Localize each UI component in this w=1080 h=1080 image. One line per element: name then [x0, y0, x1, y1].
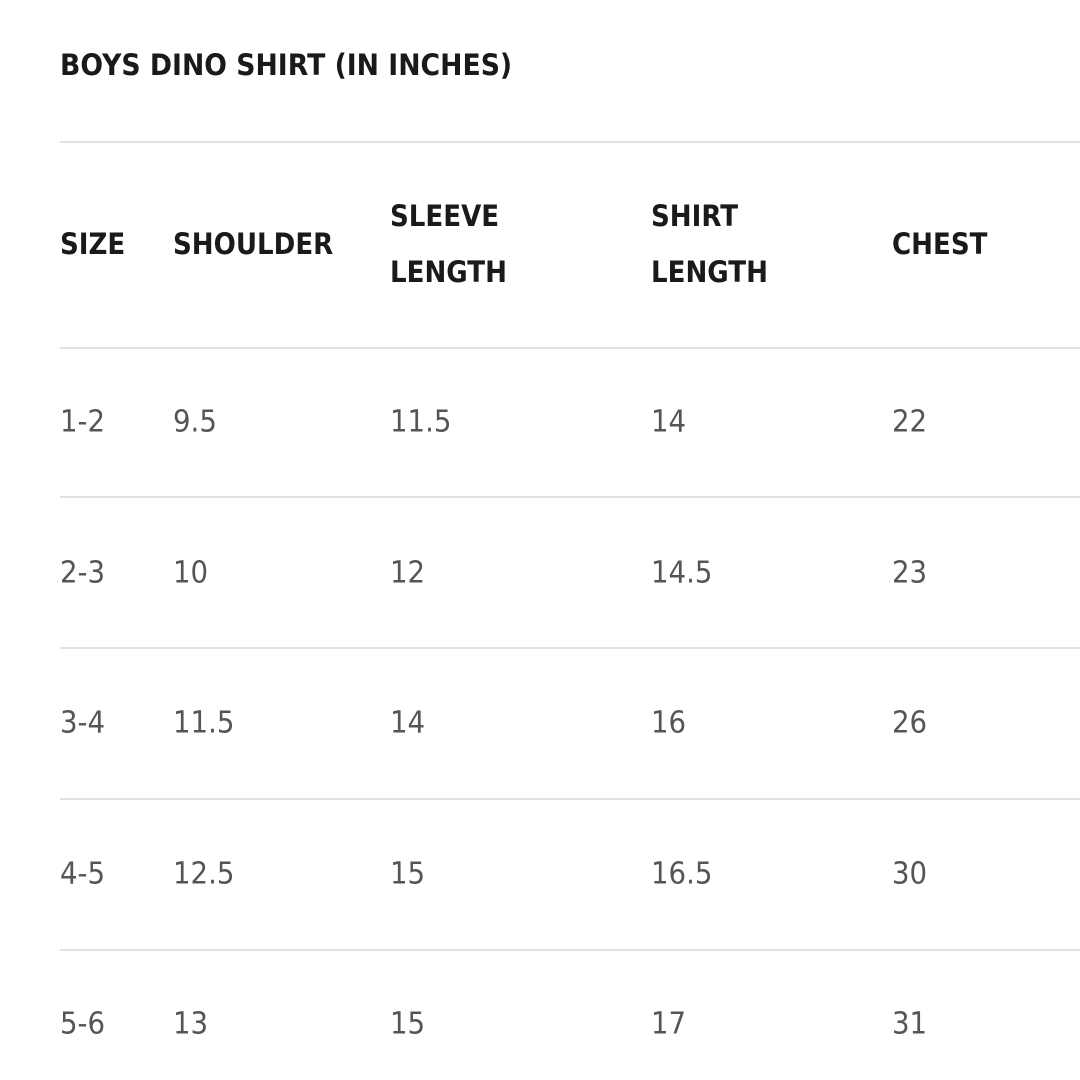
table-cell: 2-3: [60, 555, 106, 591]
row-divider: [60, 647, 1080, 649]
table-cell: 31: [892, 1006, 928, 1042]
column-header: SHOULDER: [173, 216, 333, 272]
row-divider: [60, 347, 1080, 349]
table-cell: 23: [892, 555, 928, 591]
table-cell: 26: [892, 705, 928, 741]
row-divider: [60, 949, 1080, 951]
column-header-line: LENGTH: [651, 255, 768, 289]
column-header-line: SLEEVE: [390, 199, 500, 233]
table-cell: 4-5: [60, 856, 106, 892]
table-cell: 11.5: [390, 404, 452, 440]
table-cell: 12: [390, 555, 426, 591]
table-cell: 10: [173, 555, 209, 591]
table-cell: 9.5: [173, 404, 217, 440]
page-title: BOYS DINO SHIRT (IN INCHES): [60, 48, 513, 82]
table-cell: 15: [390, 1006, 426, 1042]
table-cell: 12.5: [173, 856, 235, 892]
table-cell: 30: [892, 856, 928, 892]
column-header: SHIRT LENGTH: [651, 188, 768, 300]
table-cell: 16: [651, 705, 687, 741]
table-cell: 22: [892, 404, 928, 440]
table-cell: 15: [390, 856, 426, 892]
column-header-line: SHOULDER: [173, 227, 334, 261]
row-divider: [60, 798, 1080, 800]
table-cell: 17: [651, 1006, 687, 1042]
column-header-line: SIZE: [60, 227, 126, 261]
column-header-line: SHIRT: [651, 199, 739, 233]
row-divider: [60, 141, 1080, 143]
column-header: SIZE: [60, 216, 125, 272]
column-header: SLEEVE LENGTH: [390, 188, 507, 300]
column-header-line: CHEST: [892, 227, 988, 261]
table-cell: 14.5: [651, 555, 713, 591]
table-cell: 5-6: [60, 1006, 106, 1042]
table-cell: 14: [390, 705, 426, 741]
table-cell: 14: [651, 404, 687, 440]
column-header-line: LENGTH: [390, 255, 507, 289]
column-header: CHEST: [892, 216, 987, 272]
table-cell: 11.5: [173, 705, 235, 741]
table-cell: 13: [173, 1006, 209, 1042]
table-cell: 16.5: [651, 856, 713, 892]
table-cell: 1-2: [60, 404, 106, 440]
table-cell: 3-4: [60, 705, 106, 741]
row-divider: [60, 496, 1080, 498]
